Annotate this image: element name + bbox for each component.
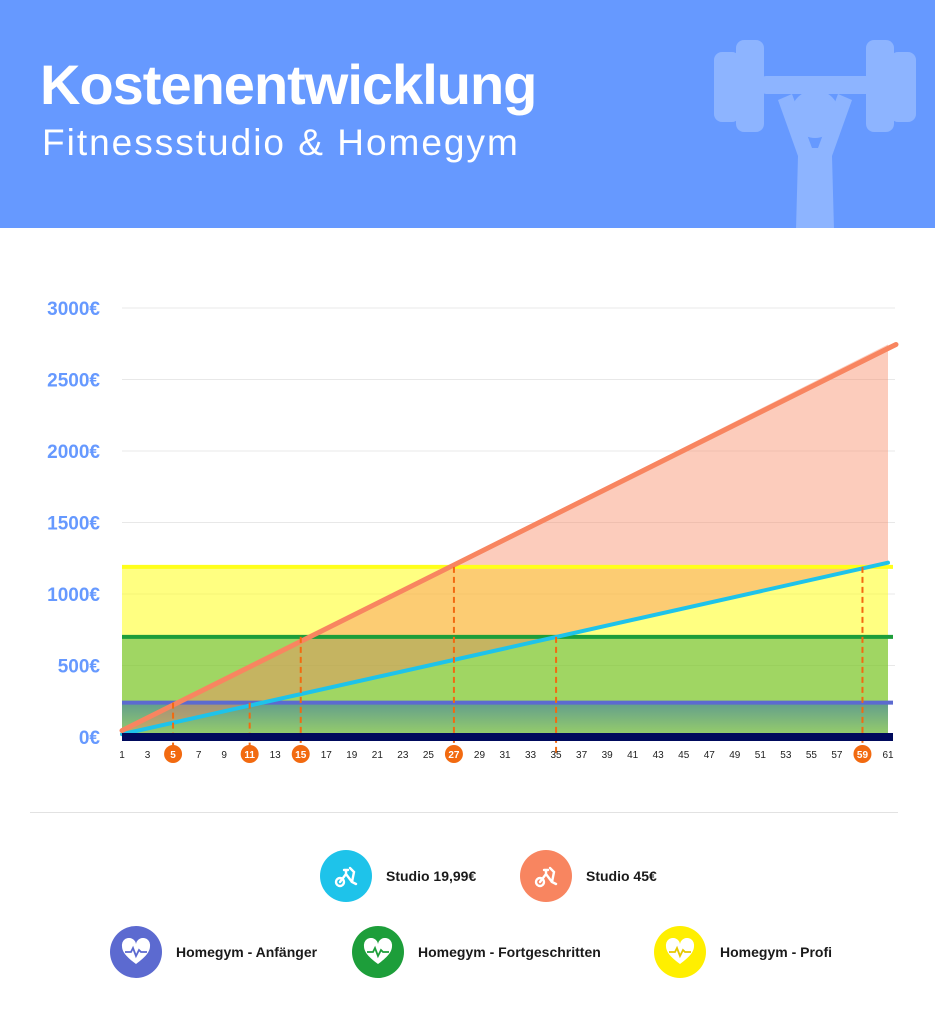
x-tick-label: 55 (806, 750, 818, 761)
line-studio-45 (119, 341, 899, 734)
heartbeat-icon (110, 926, 162, 978)
x-tick-highlight (164, 745, 183, 763)
legend-label-studio-45: Studio 45€ (586, 868, 657, 884)
y-tick-label: 1500€ (47, 514, 100, 535)
exercise-bike-icon (520, 850, 572, 902)
heartbeat-icon (654, 926, 706, 978)
x-tick-label: 9 (221, 750, 227, 761)
legend-item-studio-1999: Studio 19,99€ (320, 850, 476, 902)
y-tick-label: 0€ (79, 728, 101, 749)
legend-item-homegym-profi: Homegym - Profi (654, 926, 832, 978)
legend-item-homegym-anfaenger: Homegym - Anfänger (110, 926, 317, 978)
x-tick-label: 5 (170, 750, 176, 761)
legend-label-homegym-profi: Homegym - Profi (720, 944, 833, 960)
legend-item-studio-45: Studio 45€ (520, 850, 657, 902)
x-tick-highlight (853, 745, 872, 763)
x-tick-label: 61 (882, 750, 894, 761)
chart-legend-divider (30, 812, 898, 813)
x-tick-label: 59 (857, 750, 869, 761)
x-tick-label: 51 (755, 750, 767, 761)
y-tick-label: 3000€ (47, 299, 100, 320)
x-tick-highlight (291, 745, 310, 763)
x-tick-label: 57 (831, 750, 843, 761)
x-tick-label: 11 (244, 750, 255, 761)
x-tick-label: 37 (576, 750, 588, 761)
x-tick-label: 33 (525, 750, 537, 761)
x-tick-label: 15 (295, 750, 307, 761)
x-tick-label: 23 (397, 750, 409, 761)
x-tick-highlight (444, 745, 463, 763)
header-banner: Kostenentwicklung Fitnessstudio & Homegy… (0, 0, 935, 228)
y-tick-label: 2500€ (47, 371, 100, 392)
y-tick-label: 1000€ (47, 585, 100, 606)
legend-item-homegym-fortgeschritten: Homegym - Fortgeschritten (352, 926, 601, 978)
heartbeat-icon (352, 926, 404, 978)
x-tick-label: 53 (780, 750, 792, 761)
legend-label-homegym-fortgeschritten: Homegym - Fortgeschritten (418, 944, 601, 960)
y-tick-label: 500€ (58, 657, 101, 678)
x-tick-label: 45 (678, 750, 690, 761)
x-tick-label: 49 (729, 750, 741, 761)
page-title: Kostenentwicklung (40, 53, 537, 116)
x-tick-label: 25 (423, 750, 435, 761)
page-subtitle: Fitnessstudio & Homegym (42, 122, 520, 163)
x-tick-label: 39 (602, 750, 614, 761)
legend-label-homegym-anfaenger: Homegym - Anfänger (176, 944, 318, 960)
x-tick-label: 35 (551, 750, 563, 761)
x-tick-label: 17 (321, 750, 333, 761)
x-tick-label: 21 (372, 750, 384, 761)
exercise-bike-icon (320, 850, 372, 902)
x-tick-label: 1 (119, 750, 125, 761)
x-tick-highlight (240, 745, 259, 763)
legend-label-studio-1999: Studio 19,99€ (386, 868, 477, 884)
x-tick-label: 41 (627, 750, 639, 761)
x-tick-label: 7 (196, 750, 202, 761)
fitness-person-dumbbell-icon (714, 40, 916, 228)
x-tick-label: 13 (270, 750, 282, 761)
x-tick-label: 27 (448, 750, 460, 761)
x-tick-label: 47 (704, 750, 716, 761)
x-tick-label: 31 (499, 750, 511, 761)
x-tick-label: 29 (474, 750, 486, 761)
x-tick-label: 3 (145, 750, 151, 761)
cost-chart: 0€500€1000€1500€2000€2500€3000€1 3 5 7 9 11 13… (47, 299, 899, 763)
y-tick-label: 2000€ (47, 442, 100, 463)
x-tick-label: 19 (346, 750, 358, 761)
x-tick-label: 43 (653, 750, 665, 761)
